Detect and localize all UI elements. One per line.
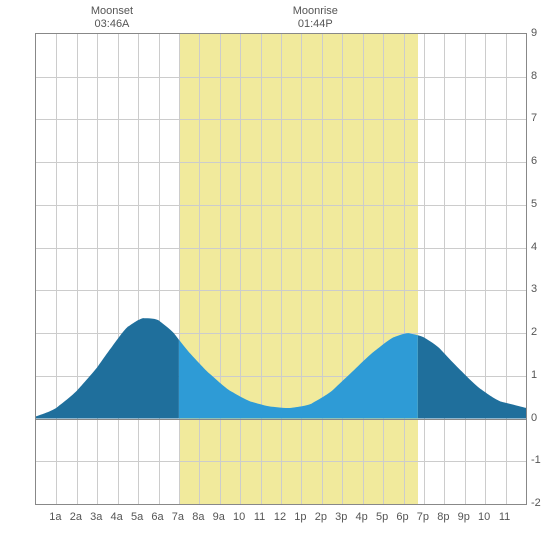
x-tick-label: 6p xyxy=(396,511,408,523)
x-tick-label: 12 xyxy=(274,511,286,523)
x-tick-label: 8a xyxy=(192,511,204,523)
x-tick-label: 1a xyxy=(49,511,61,523)
x-tick-label: 10 xyxy=(478,511,490,523)
x-tick-label: 7p xyxy=(417,511,429,523)
y-tick-label: 0 xyxy=(531,412,537,424)
moonrise-time: 01:44P xyxy=(298,18,333,30)
y-tick-label: -1 xyxy=(531,454,541,466)
moonrise-title: Moonrise xyxy=(293,5,338,17)
y-tick-label: 2 xyxy=(531,326,537,338)
moonset-title: Moonset xyxy=(91,5,133,17)
x-tick-label: 10 xyxy=(233,511,245,523)
moonset-label: Moonset 03:46A xyxy=(82,5,142,31)
plot-area xyxy=(35,33,527,505)
y-tick-label: 5 xyxy=(531,198,537,210)
y-tick-label: 9 xyxy=(531,27,537,39)
y-tick-label: 7 xyxy=(531,112,537,124)
x-tick-label: 9a xyxy=(213,511,225,523)
x-tick-label: 1p xyxy=(294,511,306,523)
x-tick-label: 11 xyxy=(254,511,265,523)
x-tick-label: 3a xyxy=(90,511,102,523)
y-tick-label: 3 xyxy=(531,283,537,295)
tide-chart: Moonset 03:46A Moonrise 01:44P 1a 2a 3a 4a 5… xyxy=(0,0,550,550)
header-labels: Moonset 03:46A Moonrise 01:44P xyxy=(0,5,550,33)
tide-fill-night xyxy=(36,318,526,418)
y-tick-label: 1 xyxy=(531,369,537,381)
x-tick-label: 11 xyxy=(499,511,510,523)
x-tick-label: 9p xyxy=(458,511,470,523)
x-tick-label: 3p xyxy=(335,511,347,523)
y-tick-label: -2 xyxy=(531,497,541,509)
y-tick-label: 8 xyxy=(531,70,537,82)
x-tick-label: 5a xyxy=(131,511,143,523)
x-tick-label: 4a xyxy=(111,511,123,523)
x-tick-label: 4p xyxy=(356,511,368,523)
x-tick-label: 2p xyxy=(315,511,327,523)
x-tick-label: 2a xyxy=(70,511,82,523)
moonrise-label: Moonrise 01:44P xyxy=(285,5,345,31)
x-tick-label: 5p xyxy=(376,511,388,523)
zero-line xyxy=(36,419,526,420)
y-tick-label: 4 xyxy=(531,241,537,253)
y-tick-label: 6 xyxy=(531,155,537,167)
x-tick-label: 7a xyxy=(172,511,184,523)
moonset-time: 03:46A xyxy=(95,18,130,30)
tide-area xyxy=(36,34,526,504)
x-tick-label: 6a xyxy=(151,511,163,523)
x-tick-label: 8p xyxy=(437,511,449,523)
